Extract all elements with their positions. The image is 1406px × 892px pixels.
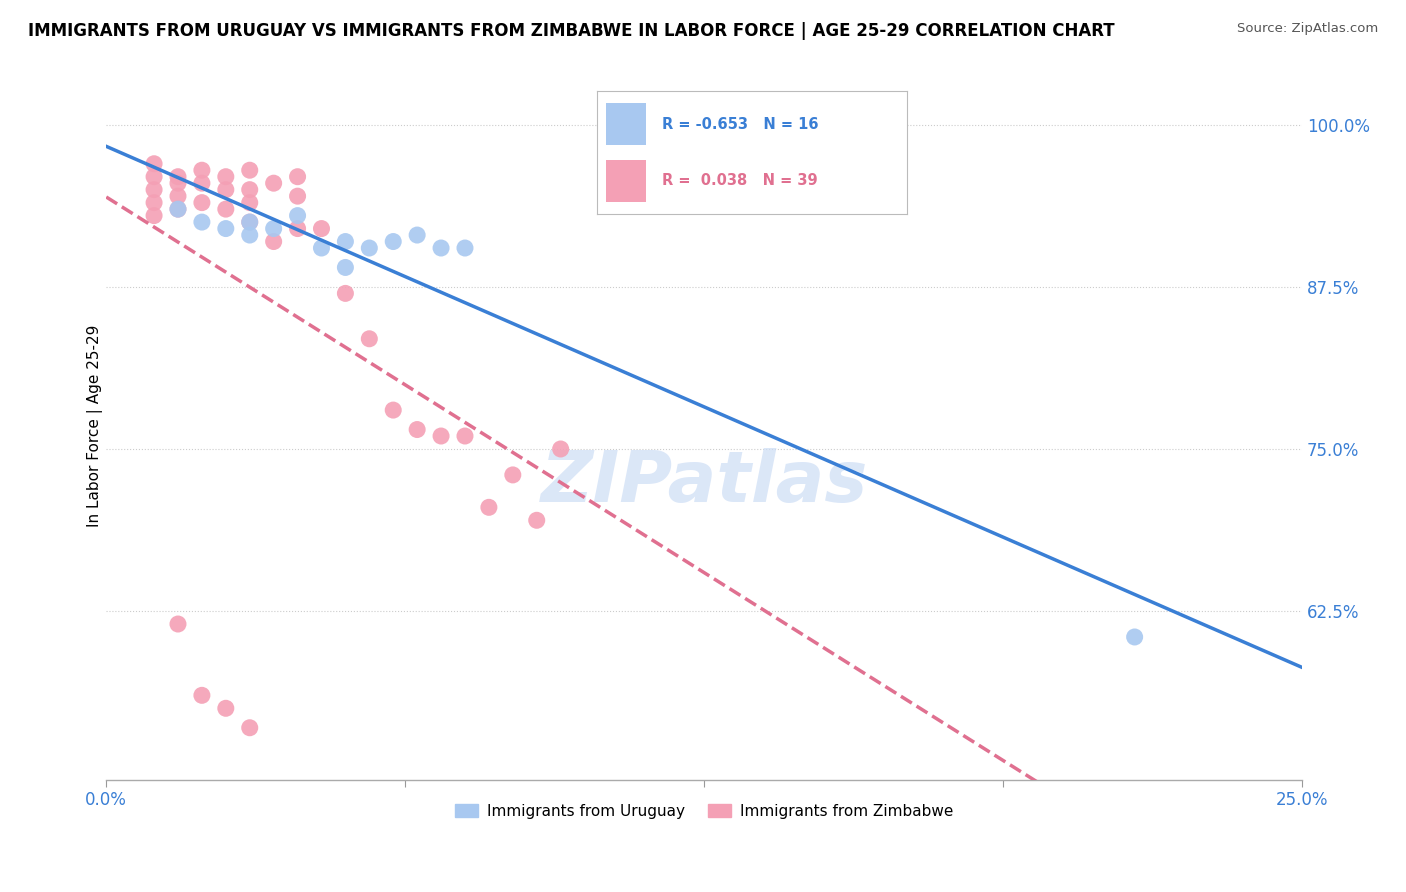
Point	[430, 429, 453, 443]
Point	[550, 442, 572, 456]
Point	[335, 260, 357, 275]
Point	[1123, 630, 1146, 644]
Point	[215, 701, 238, 715]
Point	[311, 241, 333, 255]
Point	[191, 195, 214, 210]
Point	[167, 189, 190, 203]
Point	[215, 183, 238, 197]
Point	[263, 176, 285, 190]
Point	[335, 286, 357, 301]
Point	[143, 195, 166, 210]
Y-axis label: In Labor Force | Age 25-29: In Labor Force | Age 25-29	[87, 325, 103, 527]
Legend: Immigrants from Uruguay, Immigrants from Zimbabwe: Immigrants from Uruguay, Immigrants from…	[449, 797, 959, 825]
Point	[167, 169, 190, 184]
Point	[287, 221, 309, 235]
Point	[191, 176, 214, 190]
Point	[143, 169, 166, 184]
Point	[287, 189, 309, 203]
Point	[191, 689, 214, 703]
Point	[311, 221, 333, 235]
Point	[167, 202, 190, 216]
Point	[382, 235, 405, 249]
Point	[143, 183, 166, 197]
Point	[454, 241, 477, 255]
Point	[215, 202, 238, 216]
Point	[287, 169, 309, 184]
Point	[191, 215, 214, 229]
Point	[287, 209, 309, 223]
Point	[382, 403, 405, 417]
Point	[239, 215, 262, 229]
Point	[167, 617, 190, 632]
Point	[215, 221, 238, 235]
Point	[239, 163, 262, 178]
Point	[143, 157, 166, 171]
Point	[406, 423, 429, 437]
Point	[143, 209, 166, 223]
Point	[406, 228, 429, 243]
Point	[263, 221, 285, 235]
Text: IMMIGRANTS FROM URUGUAY VS IMMIGRANTS FROM ZIMBABWE IN LABOR FORCE | AGE 25-29 C: IMMIGRANTS FROM URUGUAY VS IMMIGRANTS FR…	[28, 22, 1115, 40]
Point	[239, 215, 262, 229]
Point	[239, 721, 262, 735]
Point	[191, 163, 214, 178]
Point	[239, 183, 262, 197]
Point	[215, 169, 238, 184]
Point	[478, 500, 501, 515]
Text: Source: ZipAtlas.com: Source: ZipAtlas.com	[1237, 22, 1378, 36]
Point	[263, 235, 285, 249]
Point	[239, 195, 262, 210]
Point	[454, 429, 477, 443]
Point	[335, 235, 357, 249]
Point	[526, 513, 548, 527]
Point	[359, 241, 381, 255]
Point	[359, 332, 381, 346]
Point	[239, 228, 262, 243]
Text: ZIPatlas: ZIPatlas	[540, 449, 868, 517]
Point	[167, 176, 190, 190]
Point	[430, 241, 453, 255]
Point	[502, 467, 524, 482]
Point	[167, 202, 190, 216]
